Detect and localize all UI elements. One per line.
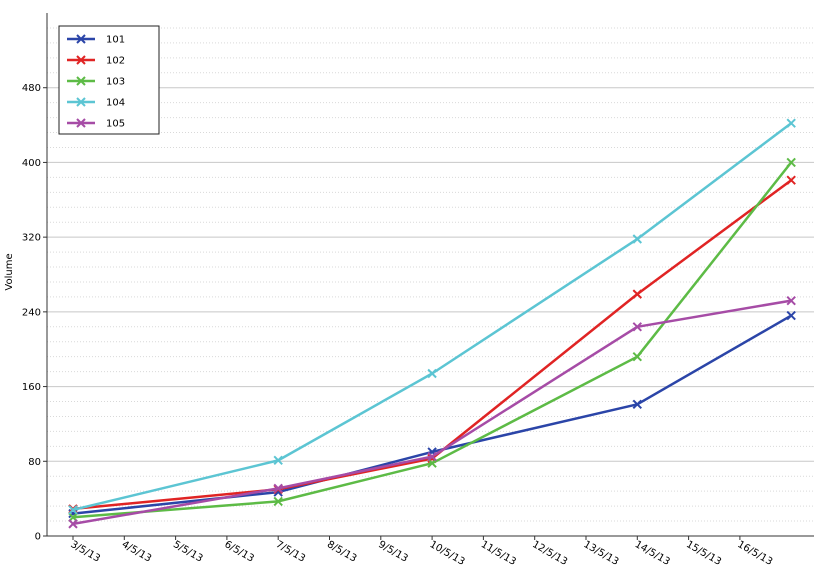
y-tick-label: 320	[22, 233, 41, 244]
y-tick-label: 80	[28, 457, 41, 468]
marker-stroke	[786, 295, 796, 306]
y-tick-label: 240	[22, 307, 41, 318]
series-lines	[68, 118, 796, 529]
marker-stroke	[273, 455, 283, 466]
data-point-marker	[273, 496, 283, 507]
data-point-marker	[786, 157, 796, 168]
legend-marker	[76, 55, 86, 65]
x-tick-label: 3/5/13	[69, 539, 102, 565]
legend-label: 104	[106, 98, 125, 109]
x-tick-label: 5/5/13	[171, 539, 204, 565]
legend-label: 105	[106, 119, 125, 130]
data-point-marker	[273, 483, 283, 494]
x-tick-label: 14/5/13	[633, 539, 672, 568]
marker-stroke	[786, 118, 796, 128]
legend-item: 101	[67, 34, 125, 46]
marker-stroke	[632, 351, 643, 362]
data-point-marker	[632, 399, 643, 410]
series-105	[68, 295, 796, 529]
marker-stroke	[68, 519, 78, 529]
y-tick-label: 160	[22, 382, 41, 393]
marker-stroke	[786, 310, 796, 321]
x-tick-label: 8/5/13	[325, 539, 358, 565]
data-point-marker	[786, 118, 796, 128]
legend: 101 102 103 104 105	[58, 25, 160, 135]
marker-stroke	[632, 289, 643, 299]
x-tick-labels: 3/5/13 4/5/13 5/5/13 6/5/13 7/5/13 8/5/13 9/5/…	[69, 536, 774, 568]
data-point-marker	[786, 295, 796, 306]
data-point-marker	[786, 310, 796, 321]
marker-stroke	[273, 483, 283, 494]
x-tick-label: 13/5/13	[582, 539, 621, 568]
legend-marker	[76, 118, 86, 128]
data-point-marker	[632, 234, 643, 244]
data-point-marker	[632, 351, 643, 362]
data-point-marker	[632, 322, 643, 332]
x-tick-label: 12/5/13	[530, 539, 569, 568]
data-point-marker	[273, 455, 283, 466]
legend-item: 103	[67, 76, 125, 88]
marker-stroke	[786, 175, 796, 185]
x-tick-label: 6/5/13	[222, 539, 255, 565]
y-tick-label: 0	[35, 532, 41, 543]
axes	[46, 13, 814, 537]
marker-stroke	[632, 399, 643, 410]
legend-marker	[76, 76, 86, 86]
marker-stroke	[427, 368, 437, 379]
y-axis-label: Volume	[4, 253, 15, 290]
x-tick-label: 11/5/13	[479, 539, 518, 568]
legend-item: 105	[67, 118, 125, 130]
marker-stroke	[632, 322, 643, 332]
legend-label: 102	[106, 56, 125, 67]
marker-stroke	[427, 451, 437, 462]
y-tick-label: 400	[22, 158, 41, 169]
grid-lines	[47, 27, 814, 522]
legend-label: 101	[106, 35, 125, 46]
x-tick-label: 9/5/13	[376, 539, 409, 565]
y-tick-labels: 0 80 160 240 320 400 480	[22, 83, 47, 543]
marker-stroke	[786, 157, 796, 168]
x-tick-label: 4/5/13	[120, 539, 153, 565]
legend-item: 104	[67, 97, 125, 109]
data-point-marker	[786, 175, 796, 185]
x-tick-label: 7/5/13	[274, 539, 307, 565]
data-point-marker	[68, 519, 78, 529]
marker-stroke	[68, 505, 78, 515]
y-tick-label: 480	[22, 83, 41, 94]
series-line-105	[72, 299, 792, 526]
series-103	[68, 157, 796, 523]
marker-stroke	[632, 234, 643, 244]
legend-marker	[76, 34, 86, 44]
series-104	[68, 118, 796, 515]
data-point-marker	[632, 289, 643, 299]
legend-marker	[76, 97, 86, 107]
data-point-marker	[427, 368, 437, 379]
data-point-marker	[427, 451, 437, 462]
marker-stroke	[273, 496, 283, 507]
legend-label: 103	[106, 77, 125, 88]
x-tick-label: 16/5/13	[735, 539, 774, 568]
legend-item: 102	[67, 55, 125, 67]
x-tick-label: 10/5/13	[428, 539, 467, 568]
series-101	[68, 310, 796, 519]
data-point-marker	[68, 505, 78, 515]
x-tick-label: 15/5/13	[684, 539, 723, 568]
